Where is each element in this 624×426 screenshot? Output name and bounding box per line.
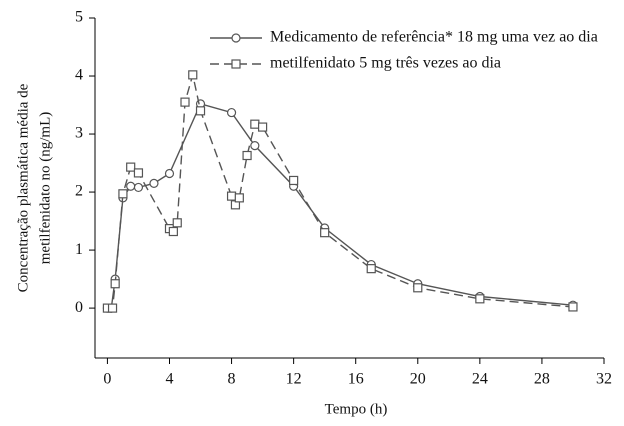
legend-label: Medicamento de referência* 18 mg uma vez… [270, 29, 598, 46]
data-point [172, 218, 182, 228]
x-tick-label: 4 [165, 371, 173, 388]
series-line [107, 103, 574, 309]
legend-marker [231, 59, 241, 69]
data-point [110, 279, 120, 289]
x-tick-label: 12 [286, 371, 302, 388]
data-point [126, 181, 136, 191]
data-point [568, 302, 578, 312]
data-point [320, 228, 330, 238]
data-point [226, 191, 237, 201]
y-tick-label: 2 [75, 183, 83, 200]
x-tick-label: 20 [410, 371, 426, 388]
data-point [242, 150, 252, 161]
data-point [180, 97, 190, 107]
y-axis-label: Concentração plasmática média de [15, 83, 31, 292]
data-point [133, 168, 144, 178]
legend-marker [231, 33, 241, 43]
y-tick-label: 0 [75, 299, 83, 316]
data-point [164, 168, 175, 179]
y-tick-label: 3 [75, 125, 83, 142]
data-point [250, 141, 260, 151]
data-point [126, 162, 136, 172]
data-point [188, 70, 198, 80]
data-point [289, 175, 299, 186]
legend-label: metilfenidato 5 mg três vezes ao dia [270, 55, 501, 72]
data-point [475, 294, 485, 304]
data-point [257, 122, 268, 132]
data-point [149, 178, 159, 188]
data-point [168, 226, 178, 237]
data-point [250, 119, 260, 129]
x-tick-label: 28 [534, 371, 550, 388]
data-point [118, 189, 128, 199]
y-tick-label: 1 [75, 241, 83, 258]
y-tick-label: 5 [75, 9, 83, 26]
x-axis-label: Tempo (h) [325, 401, 388, 417]
x-tick-label: 16 [348, 371, 364, 388]
x-tick-label: 8 [228, 371, 236, 388]
data-point [366, 264, 376, 274]
data-point [226, 107, 237, 118]
data-point [195, 106, 206, 116]
data-point [413, 283, 423, 293]
y-axis-label: metilfenidato no (ng/mL) [37, 112, 53, 264]
x-tick-label: 24 [472, 371, 488, 388]
data-point [107, 303, 118, 313]
data-point [133, 182, 144, 193]
series-line [107, 74, 574, 309]
y-tick-label: 4 [75, 67, 83, 84]
x-tick-label: 0 [103, 371, 111, 388]
data-point [234, 193, 244, 203]
x-tick-label: 32 [596, 371, 612, 388]
